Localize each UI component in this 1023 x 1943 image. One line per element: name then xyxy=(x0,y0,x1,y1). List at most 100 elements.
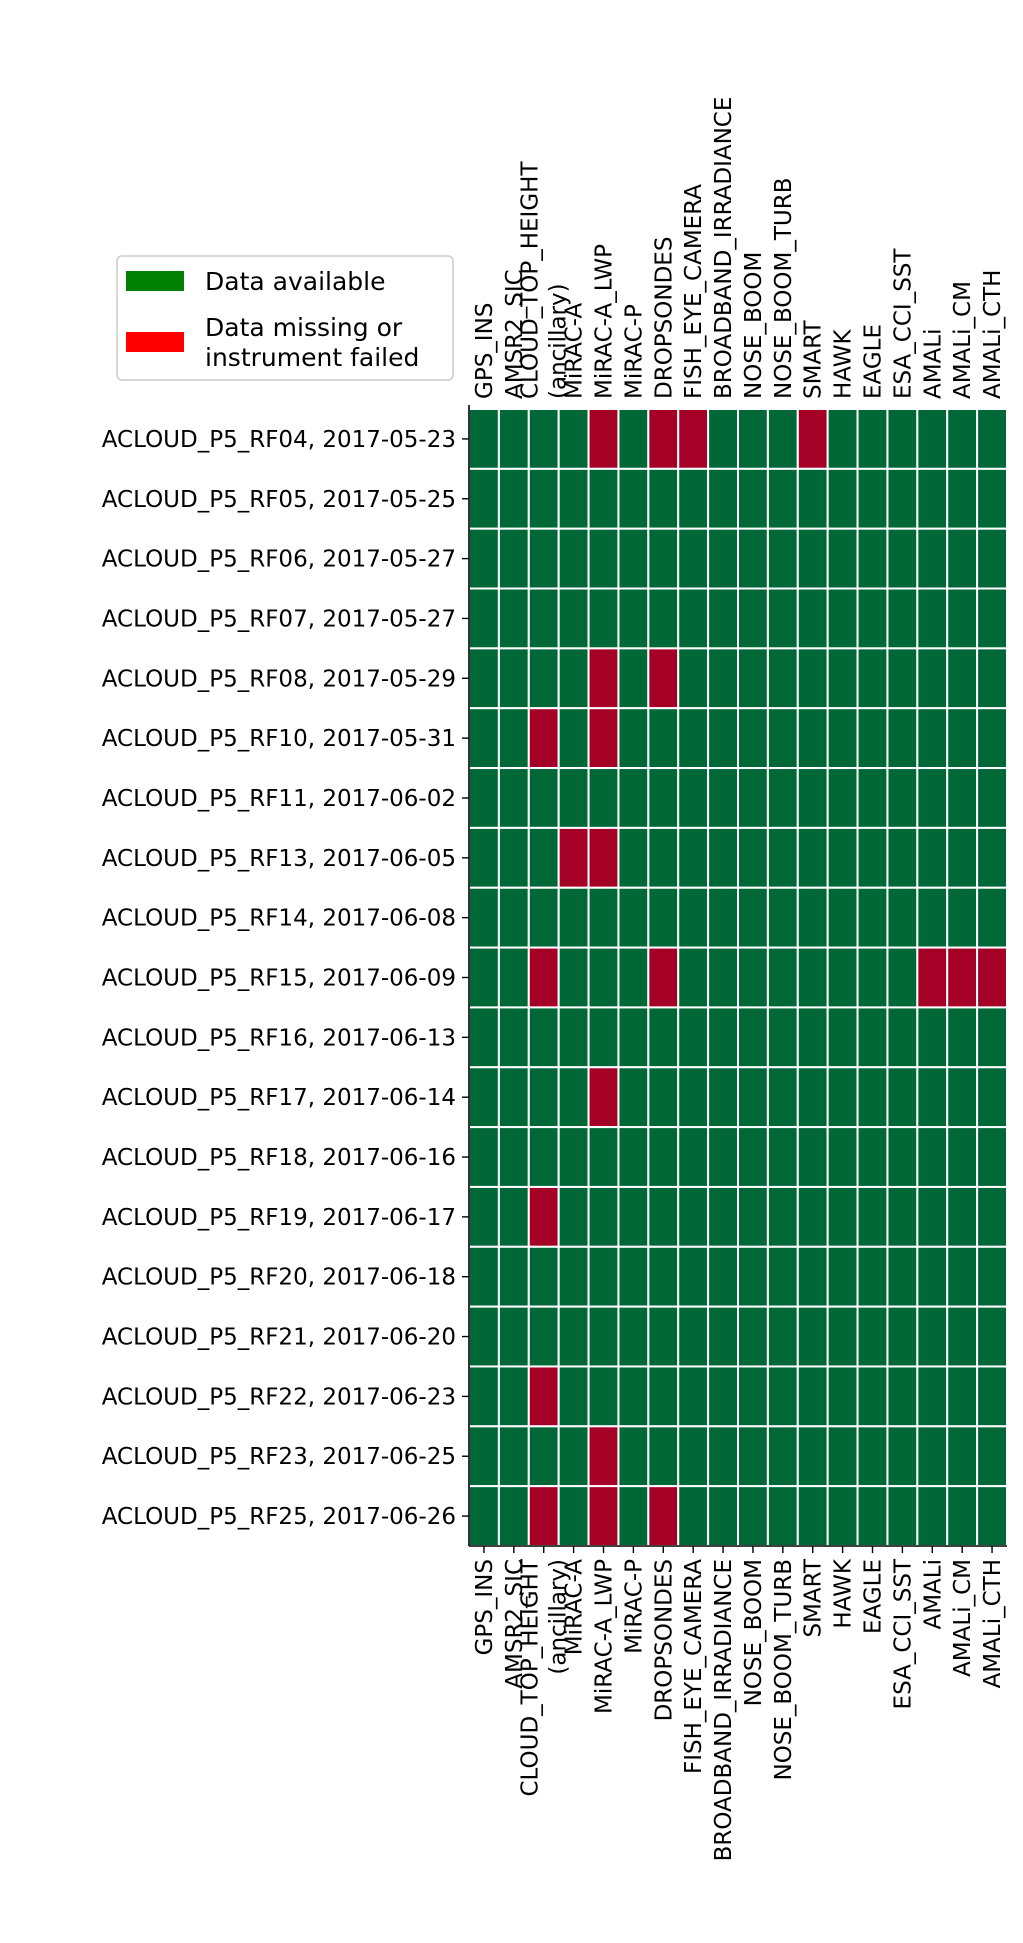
cell-r17-c16-available xyxy=(946,1425,979,1488)
column-label-bottom-mirac-a: MiRAC-A xyxy=(562,1559,588,1655)
cell-r18-c8-available xyxy=(707,1485,739,1547)
cell-r17-c1-available xyxy=(497,1425,530,1488)
cell-r7-c5-available xyxy=(617,826,650,889)
cell-r6-c9-available xyxy=(737,767,769,829)
cell-r2-c1-available xyxy=(497,527,530,590)
row-label-acloud-p5-rf21-2017-06-20: ACLOUD_P5_RF21, 2017-06-20 xyxy=(102,1325,456,1351)
cell-r4-c7-available xyxy=(677,647,710,710)
cell-r5-c15-available xyxy=(916,707,949,770)
column-label-bottom-amali: AMALi xyxy=(920,1559,946,1630)
cell-r11-c13-available xyxy=(856,1066,889,1129)
cell-r15-c12-available xyxy=(826,1305,859,1368)
cell-r11-c17-available xyxy=(976,1066,1008,1129)
column-label-bottom-broadband-irradiance: BROADBAND_IRRADIANCE xyxy=(711,1559,737,1861)
cell-r12-c7-available xyxy=(677,1126,710,1188)
cell-r7-c3-missing xyxy=(557,826,590,889)
cell-r7-c12-available xyxy=(826,826,859,889)
cell-r10-c12-available xyxy=(826,1006,859,1069)
cell-r11-c7-available xyxy=(677,1066,710,1129)
cell-r17-c3-available xyxy=(557,1425,590,1488)
cell-r9-c4-available xyxy=(587,946,620,1009)
cell-r3-c13-available xyxy=(856,587,889,650)
cell-r0-c9-available xyxy=(737,408,769,470)
cell-r13-c13-available xyxy=(856,1185,889,1248)
cell-r17-c2-available xyxy=(527,1425,560,1488)
cell-r14-c17-available xyxy=(976,1245,1008,1308)
cell-r8-c2-available xyxy=(527,886,560,949)
cell-r7-c15-available xyxy=(916,826,949,889)
cell-r6-c1-available xyxy=(497,767,530,829)
cell-r0-c8-available xyxy=(707,408,739,470)
cell-r10-c1-available xyxy=(497,1006,530,1069)
cell-r14-c9-available xyxy=(737,1245,769,1308)
cell-r8-c6-available xyxy=(647,886,680,949)
cell-r17-c7-available xyxy=(677,1425,710,1488)
cell-r11-c3-available xyxy=(557,1066,590,1129)
cell-r10-c9-available xyxy=(737,1006,769,1069)
heatmap-axes xyxy=(468,405,1007,1547)
cell-r17-c10-available xyxy=(766,1425,799,1488)
cell-r12-c17-available xyxy=(976,1126,1008,1188)
cell-r4-c1-available xyxy=(497,647,530,710)
cell-r12-c12-available xyxy=(826,1126,859,1188)
cell-r16-c8-available xyxy=(707,1365,739,1428)
legend-box xyxy=(116,255,454,381)
cell-r10-c17-available xyxy=(976,1006,1008,1069)
cell-r9-c3-available xyxy=(557,946,590,1009)
cell-r13-c1-available xyxy=(497,1185,530,1248)
cell-r5-c4-missing xyxy=(587,707,620,770)
legend-label-available: Data available xyxy=(205,267,385,296)
column-label-bottom-eagle: EAGLE xyxy=(861,1559,887,1634)
cell-r3-c11-available xyxy=(796,587,829,650)
cell-r11-c6-available xyxy=(647,1066,680,1129)
cell-r4-c0-available xyxy=(468,647,500,710)
cell-r8-c8-available xyxy=(707,886,739,949)
cell-r1-c0-available xyxy=(468,467,500,530)
column-label-bottom-esa-cci-sst: ESA_CCI_SST xyxy=(890,1558,916,1709)
cell-r15-c8-available xyxy=(707,1305,739,1368)
cell-r0-c3-available xyxy=(557,408,590,470)
cell-r13-c15-available xyxy=(916,1185,949,1248)
cell-r17-c17-available xyxy=(976,1425,1008,1488)
cell-r13-c6-available xyxy=(647,1185,680,1248)
cell-r17-c4-missing xyxy=(587,1425,620,1488)
cell-r9-c12-available xyxy=(826,946,859,1009)
cell-r10-c2-available xyxy=(527,1006,560,1069)
column-label-top-nose-boom: NOSE_BOOM xyxy=(741,252,767,399)
cell-r9-c16-missing xyxy=(946,946,979,1009)
cell-r4-c9-available xyxy=(737,647,769,710)
cell-r9-c1-available xyxy=(497,946,530,1009)
cell-r1-c5-available xyxy=(617,467,650,530)
cell-r4-c13-available xyxy=(856,647,889,710)
cell-r0-c16-available xyxy=(946,408,979,470)
cell-r16-c7-available xyxy=(677,1365,710,1428)
cell-r12-c2-available xyxy=(527,1126,560,1188)
cell-r6-c12-available xyxy=(826,767,859,829)
cell-r18-c15-available xyxy=(916,1485,949,1547)
cell-r1-c8-available xyxy=(707,467,739,530)
cell-r5-c11-available xyxy=(796,707,829,770)
cell-r12-c13-available xyxy=(856,1126,889,1188)
cell-r8-c17-available xyxy=(976,886,1008,949)
cell-r0-c6-missing xyxy=(647,408,680,470)
column-label-top-mirac-a-lwp: MiRAC-A_LWP xyxy=(592,244,618,399)
cell-r0-c17-available xyxy=(976,408,1008,470)
cell-r6-c0-available xyxy=(468,767,500,829)
column-label-top-hawk: HAWK xyxy=(831,328,857,399)
cell-r12-c15-available xyxy=(916,1126,949,1188)
cell-r15-c6-available xyxy=(647,1305,680,1368)
cell-r14-c14-available xyxy=(886,1245,919,1308)
cell-r2-c14-available xyxy=(886,527,919,590)
cell-r11-c16-available xyxy=(946,1066,979,1129)
legend-swatch-available xyxy=(126,271,184,291)
cell-r1-c2-available xyxy=(527,467,560,530)
cell-r12-c0-available xyxy=(468,1126,500,1188)
cell-r4-c11-available xyxy=(796,647,829,710)
cell-r14-c11-available xyxy=(796,1245,829,1308)
cell-r7-c8-available xyxy=(707,826,739,889)
column-label-top-amali: AMALi xyxy=(920,328,946,399)
cell-r10-c8-available xyxy=(707,1006,739,1069)
cell-r9-c13-available xyxy=(856,946,889,1009)
cell-r8-c5-available xyxy=(617,886,650,949)
row-label-acloud-p5-rf18-2017-06-16: ACLOUD_P5_RF18, 2017-06-16 xyxy=(102,1145,456,1171)
